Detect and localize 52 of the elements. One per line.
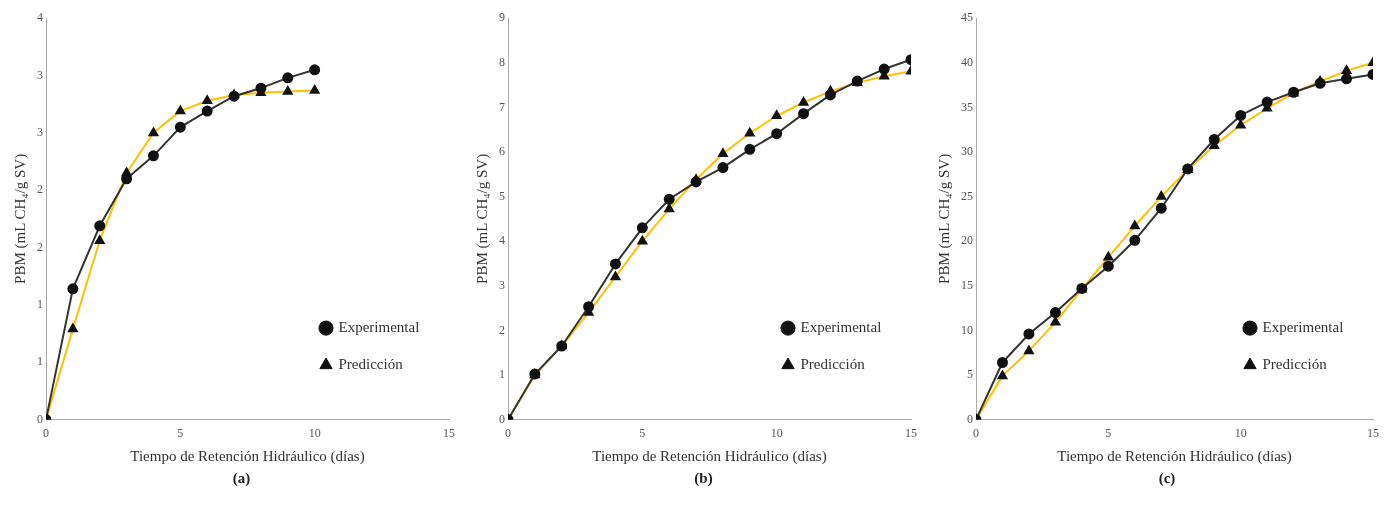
- x-tick-label: 5: [177, 425, 184, 440]
- y-tick-label: 2: [37, 239, 43, 254]
- y-tick-label: 3: [499, 277, 505, 292]
- y-tick-label: 7: [499, 99, 505, 114]
- x-axis-title: Tiempo de Retención Hidráulico (días): [130, 447, 365, 465]
- x-tick-label: 5: [1105, 425, 1112, 440]
- y-tick-label: 1: [37, 354, 43, 369]
- x-axis-title: Tiempo de Retención Hidráulico (días): [592, 447, 827, 465]
- y-tick-label: 9: [499, 10, 505, 25]
- legend-label: Predicción: [800, 356, 866, 373]
- text: (b): [693, 470, 714, 487]
- y-axis-title: PBM (mL CH₄/g SV): [935, 153, 953, 284]
- y-axis-title: PBM (mL CH₄/g SV): [473, 153, 491, 284]
- legend-label: Experimental: [338, 319, 420, 336]
- y-tick-label: 15: [961, 277, 973, 292]
- legend-label: Predicción: [338, 356, 404, 373]
- y-tick-label: 5: [499, 188, 505, 203]
- y-tick-label: 0: [967, 411, 973, 426]
- x-axis-title: Tiempo de Retención Hidráulico (días): [1057, 447, 1292, 465]
- y-tick-label: 6: [499, 144, 505, 159]
- y-tick-label: 0: [37, 411, 43, 426]
- x-tick-label: 10: [308, 425, 321, 440]
- legend-label: Experimental: [800, 319, 882, 336]
- y-tick-label: 3: [37, 125, 43, 140]
- text: (c): [1157, 470, 1177, 487]
- legend-label: Predicción: [1262, 356, 1328, 373]
- y-tick-label: 4: [37, 10, 43, 25]
- x-tick-label: 15: [905, 425, 917, 440]
- y-tick-label: 0: [499, 411, 505, 426]
- y-tick-label: 45: [961, 10, 973, 25]
- legend-label: Experimental: [1262, 319, 1344, 336]
- y-tick-label: 4: [499, 233, 505, 248]
- y-tick-label: 20: [961, 233, 973, 248]
- y-tick-label: 5: [967, 367, 973, 382]
- text: (a): [231, 470, 252, 487]
- y-tick-label: 25: [961, 188, 973, 203]
- y-tick-label: 3: [37, 67, 43, 82]
- x-tick-label: 15: [443, 425, 455, 440]
- y-tick-label: 8: [499, 54, 505, 69]
- y-tick-label: 2: [499, 322, 505, 337]
- y-tick-label: 35: [961, 99, 973, 114]
- x-tick-label: 5: [639, 425, 646, 440]
- x-tick-label: 10: [1234, 425, 1247, 440]
- y-tick-label: 1: [499, 367, 505, 382]
- x-tick-label: 10: [770, 425, 783, 440]
- y-tick-label: 1: [37, 297, 43, 312]
- x-tick-label: 15: [1367, 425, 1379, 440]
- y-axis-title: PBM (mL CH₄/g SV): [11, 153, 29, 284]
- y-tick-label: 40: [961, 54, 973, 69]
- y-tick-label: 2: [37, 182, 43, 197]
- y-tick-label: 10: [961, 322, 973, 337]
- y-tick-label: 30: [961, 144, 973, 159]
